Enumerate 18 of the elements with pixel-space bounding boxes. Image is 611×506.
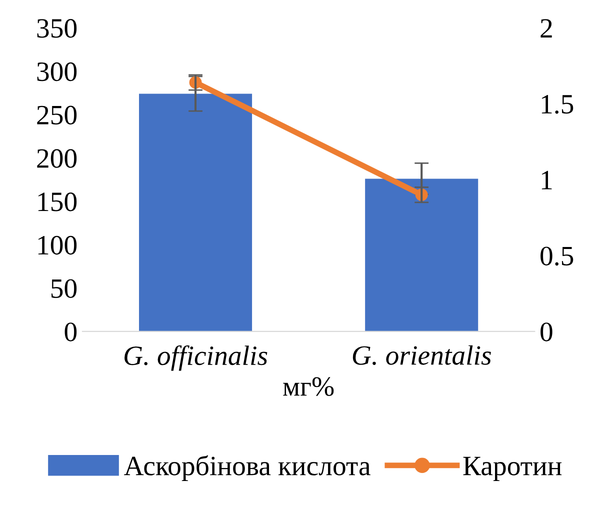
legend-label: Каротин xyxy=(463,456,562,481)
y2-tick-label: 0.5 xyxy=(540,246,574,266)
y-tick-label: 100 xyxy=(38,236,77,255)
y-tick-label: 350 xyxy=(37,18,77,38)
y2-tick-label: 1 xyxy=(542,170,552,190)
x-tick-label: G. orientalis xyxy=(352,345,491,365)
y-tick-label: 250 xyxy=(37,106,77,124)
legend-label: Аскорбінова кислота xyxy=(124,455,370,481)
x-axis-title: мг% xyxy=(283,377,334,396)
y-tick-label: 50 xyxy=(51,279,77,298)
x-tick-label: G. officinalis xyxy=(124,345,268,371)
y-tick-label: 150 xyxy=(38,192,77,212)
y2-tick-label: 2 xyxy=(540,19,552,38)
y2-tick-label: 0 xyxy=(540,322,552,342)
y-tick-label: 0 xyxy=(64,322,77,342)
y-tick-label: 200 xyxy=(37,149,77,168)
y2-tick-label: 1.5 xyxy=(542,95,574,114)
y-tick-label: 300 xyxy=(37,62,77,82)
